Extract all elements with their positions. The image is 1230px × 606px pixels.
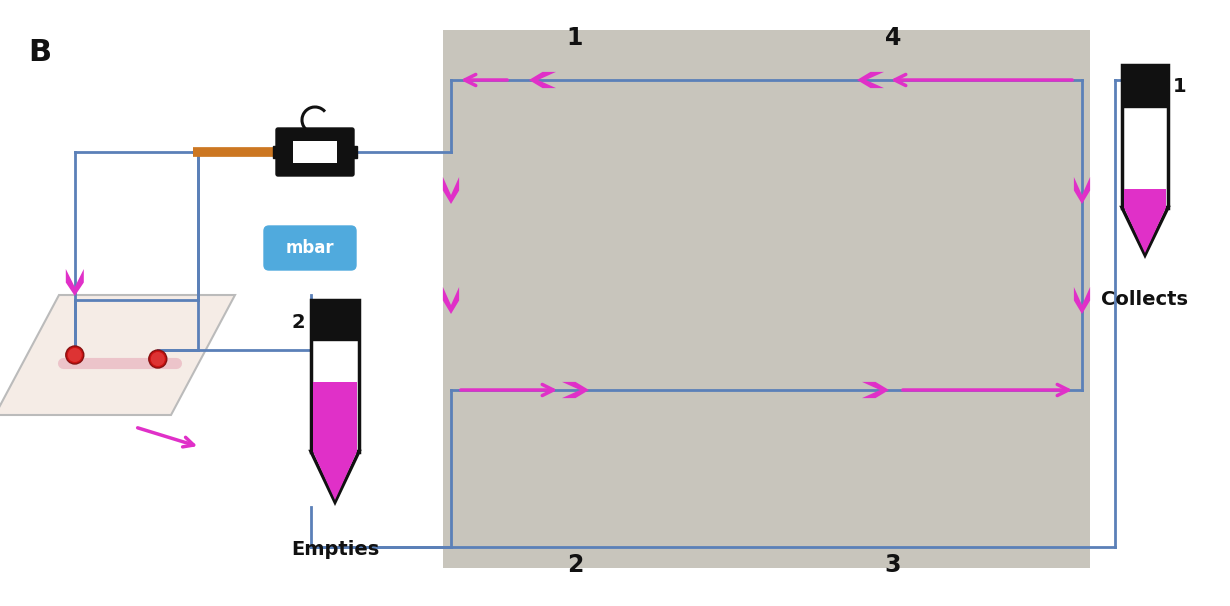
Bar bbox=[293, 141, 337, 163]
Text: mbar: mbar bbox=[285, 239, 335, 257]
Bar bbox=[1122, 65, 1168, 107]
Circle shape bbox=[149, 350, 167, 368]
Polygon shape bbox=[1074, 177, 1090, 204]
Bar bbox=[311, 300, 359, 451]
Polygon shape bbox=[857, 72, 884, 88]
Polygon shape bbox=[1122, 207, 1168, 255]
Polygon shape bbox=[443, 287, 459, 314]
Text: 3: 3 bbox=[884, 553, 902, 577]
Polygon shape bbox=[0, 295, 235, 415]
Bar bbox=[1122, 65, 1168, 207]
Bar bbox=[1124, 190, 1166, 207]
Polygon shape bbox=[443, 177, 459, 204]
Text: 1: 1 bbox=[567, 26, 583, 50]
Bar bbox=[443, 30, 1090, 568]
Bar bbox=[352, 146, 357, 158]
Text: Collects: Collects bbox=[1102, 290, 1188, 309]
Polygon shape bbox=[562, 382, 589, 398]
Polygon shape bbox=[65, 269, 84, 296]
Bar bbox=[312, 382, 357, 451]
Bar bbox=[273, 146, 278, 158]
Text: 2: 2 bbox=[567, 553, 583, 577]
Circle shape bbox=[65, 346, 84, 364]
Text: 2: 2 bbox=[292, 313, 305, 331]
Polygon shape bbox=[311, 451, 359, 502]
FancyBboxPatch shape bbox=[264, 226, 355, 270]
Text: B: B bbox=[28, 38, 52, 67]
Text: 1: 1 bbox=[1173, 78, 1187, 96]
Text: Empties: Empties bbox=[290, 540, 379, 559]
Bar bbox=[311, 300, 359, 340]
FancyBboxPatch shape bbox=[276, 128, 354, 176]
Circle shape bbox=[68, 348, 82, 362]
Polygon shape bbox=[1074, 287, 1090, 314]
Polygon shape bbox=[862, 382, 889, 398]
Polygon shape bbox=[1124, 207, 1166, 253]
Polygon shape bbox=[312, 451, 357, 500]
Polygon shape bbox=[529, 72, 556, 88]
Text: 4: 4 bbox=[884, 26, 902, 50]
Circle shape bbox=[151, 352, 165, 366]
